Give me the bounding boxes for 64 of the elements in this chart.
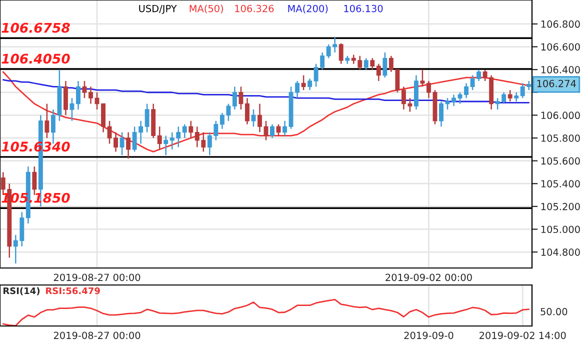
annotation: 106.130	[344, 4, 383, 12]
candlestick	[514, 92, 519, 102]
candlestick	[426, 80, 431, 99]
candlestick	[164, 135, 168, 156]
text: RSI:56.479	[46, 287, 100, 294]
x-tick-label: 2019-08-27 00:00	[54, 332, 140, 340]
candlestick	[157, 126, 162, 150]
candlestick	[270, 124, 274, 139]
candlestick	[120, 132, 124, 156]
annotation: 106.326	[235, 4, 274, 12]
candlestick	[376, 63, 381, 82]
candlestick	[458, 92, 462, 104]
y-tick-label: 105.200	[541, 202, 580, 210]
y-tick-label: 106.000	[541, 112, 580, 120]
chart-title: USD/JPY	[139, 4, 177, 14]
text: MA(200)	[288, 4, 328, 14]
candlestick	[338, 42, 344, 64]
x-tick-label: 2019-09-02 00:00	[386, 274, 472, 282]
text: 50.00	[540, 308, 568, 316]
candlestick	[264, 120, 268, 141]
y-tick-label: 104.800	[541, 248, 580, 256]
candlestick	[258, 103, 262, 133]
candlestick	[439, 100, 444, 128]
y-tick-label: 106.400	[541, 66, 580, 74]
candlestick	[76, 80, 80, 110]
candlestick	[420, 68, 425, 88]
candlestick	[382, 52, 388, 78]
text: 106.274	[537, 80, 576, 88]
candlestick	[452, 94, 456, 107]
y-tick-label: 105.000	[541, 226, 580, 234]
chart-title: RSI(14)	[3, 287, 40, 296]
y-tick-label: 105.800	[541, 134, 580, 142]
text: MA(50)	[190, 4, 224, 14]
x-tick-label: 2019-08-27 00:00	[54, 274, 140, 282]
candlestick	[370, 58, 375, 70]
candlestick	[244, 97, 250, 125]
candlestick	[301, 74, 306, 91]
candlestick	[364, 58, 368, 70]
candlestick	[44, 103, 50, 139]
candlestick	[508, 89, 512, 102]
x-tick-label: 2019-09-02 14:00	[480, 332, 566, 340]
ref-line-label: 106.4050	[2, 54, 70, 64]
y-tick-label: 106.600	[541, 43, 580, 51]
candlestick	[182, 124, 187, 139]
candlestick	[126, 132, 131, 160]
y-tick-label: 106.800	[541, 20, 580, 28]
y-tick-label: 105.600	[541, 157, 580, 165]
candlestick	[94, 92, 100, 110]
y-tick-label: 105.400	[541, 180, 580, 188]
candlestick	[308, 78, 312, 91]
candlestick	[445, 97, 450, 110]
candlestick	[63, 80, 68, 116]
candlestick	[232, 86, 237, 110]
candlestick	[88, 86, 93, 104]
candlestick	[144, 103, 150, 133]
x-tick-label: 2019-09-0	[404, 332, 454, 340]
candlestick	[101, 103, 106, 133]
ref-line-label: 106.6758	[2, 22, 70, 33]
candlestick	[188, 120, 194, 139]
candlestick	[70, 97, 74, 122]
candlestick	[238, 86, 244, 110]
candlestick	[282, 120, 288, 136]
candlestick	[464, 82, 469, 99]
candlestick	[276, 124, 281, 136]
